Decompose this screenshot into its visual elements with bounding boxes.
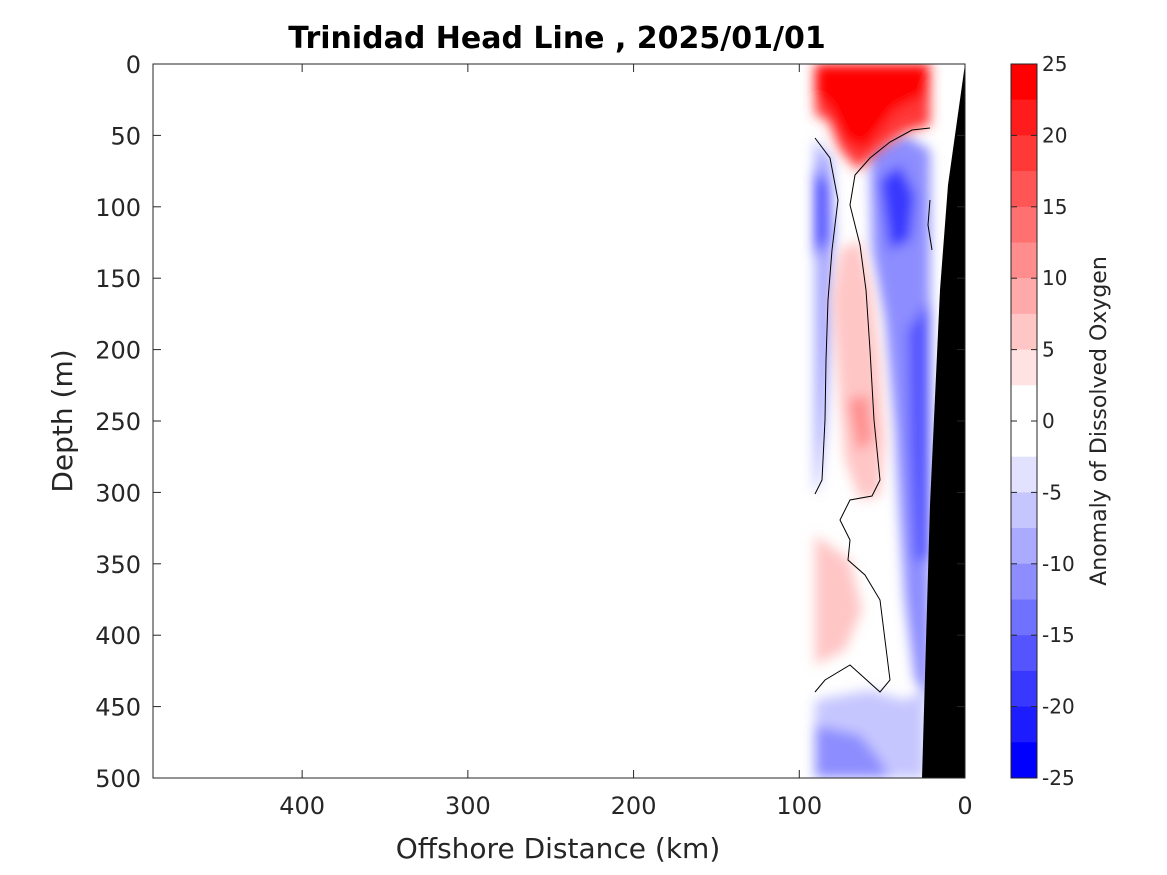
colorbar-tick-label: 5 <box>1042 338 1055 362</box>
colorbar-tick-label: 0 <box>1042 409 1055 433</box>
y-tick-label: 400 <box>95 622 141 650</box>
slope-negative-core <box>908 300 930 560</box>
colorbar-tick-label: -5 <box>1042 480 1062 504</box>
colorbar-swatch <box>1011 742 1037 779</box>
x-tick-label: 100 <box>776 792 822 820</box>
colorbar-tick-label: -15 <box>1042 623 1075 647</box>
colorbar-swatch <box>1011 99 1037 136</box>
x-axis: 400 300 200 100 0 <box>279 64 973 820</box>
x-tick-label: 0 <box>957 792 972 820</box>
x-axis-label: Offshore Distance (km) <box>396 832 721 865</box>
x-tick-label: 200 <box>611 792 657 820</box>
x-tick-label: 300 <box>445 792 491 820</box>
colorbar-tick-label: 10 <box>1042 266 1067 290</box>
chart-title: Trinidad Head Line , 2025/01/01 <box>288 21 825 56</box>
y-tick-label: 150 <box>95 265 141 293</box>
colorbar-swatch <box>1011 706 1037 743</box>
colorbar-tick-label: 15 <box>1042 195 1067 219</box>
y-axis: 0 50 100 150 200 250 300 350 400 450 500 <box>95 51 965 793</box>
y-tick-label: 350 <box>95 551 141 579</box>
y-axis-label: Depth (m) <box>46 349 79 492</box>
y-tick-label: 200 <box>95 337 141 365</box>
colorbar-tick-label: 25 <box>1042 52 1067 76</box>
y-tick-label: 500 <box>95 765 141 793</box>
positive-anomaly-band <box>832 240 885 500</box>
zero-contour-lines <box>814 127 933 693</box>
colorbar-swatch <box>1011 349 1037 386</box>
colorbar-swatch <box>1011 313 1037 351</box>
colorbar-swatch <box>1011 64 1037 101</box>
colorbar-ticks: 25 20 15 10 5 0 -5 -10 -15 -20 -25 <box>1011 52 1075 790</box>
colorbar-tick-label: -20 <box>1042 695 1075 719</box>
colorbar-swatch <box>1011 135 1037 172</box>
surface-positive-core <box>815 64 930 150</box>
deep-positive-pocket <box>815 535 862 665</box>
y-tick-label: 0 <box>126 51 141 79</box>
colorbar-tick-label: 20 <box>1042 123 1067 147</box>
colorbar-swatch <box>1011 599 1037 636</box>
colorbar-swatch <box>1011 278 1037 315</box>
y-tick-label: 300 <box>95 479 141 507</box>
y-tick-label: 450 <box>95 694 141 722</box>
colorbar <box>1011 64 1037 779</box>
colorbar-swatch <box>1011 456 1037 493</box>
colorbar-swatch <box>1011 171 1037 208</box>
colorbar-swatch <box>1011 563 1037 600</box>
colorbar-swatch <box>1011 206 1037 243</box>
offshore-negative-core <box>815 165 828 260</box>
colorbar-swatch <box>1011 492 1037 529</box>
y-tick-label: 50 <box>110 122 141 150</box>
positive-anomaly-core <box>848 395 872 452</box>
colorbar-label: Anomaly of Dissolved Oxygen <box>1087 256 1112 586</box>
deep-negative-core <box>815 725 890 778</box>
seafloor <box>922 64 965 778</box>
colorbar-swatch <box>1011 635 1037 672</box>
contour-field <box>814 64 965 778</box>
x-tick-label: 400 <box>279 792 325 820</box>
colorbar-swatch <box>1011 528 1037 565</box>
y-tick-label: 100 <box>95 194 141 222</box>
colorbar-tick-label: -25 <box>1042 766 1075 790</box>
colorbar-swatch <box>1011 242 1037 279</box>
y-tick-label: 250 <box>95 408 141 436</box>
nearshore-negative-core <box>880 165 915 250</box>
colorbar-tick-label: -10 <box>1042 552 1075 576</box>
colorbar-swatch <box>1011 670 1037 708</box>
